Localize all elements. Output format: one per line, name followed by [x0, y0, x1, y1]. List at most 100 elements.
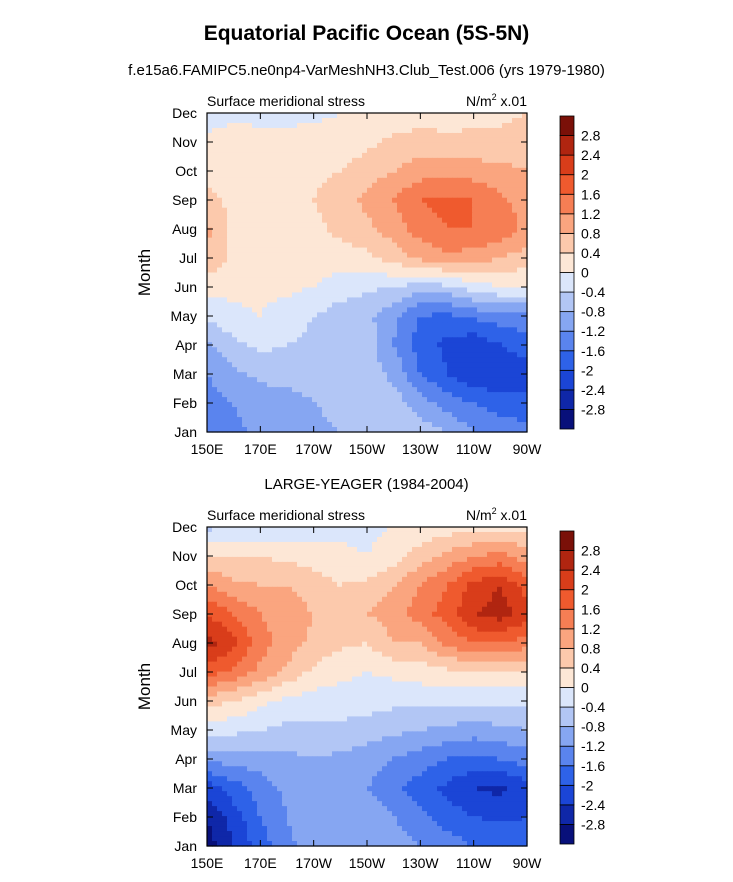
contour-cell	[212, 317, 218, 323]
colorbar-box	[559, 154, 575, 176]
contour-cell	[427, 342, 433, 348]
contour-cell	[227, 222, 233, 229]
contour-cell	[407, 551, 413, 558]
contour-cell	[497, 192, 503, 199]
contour-cell	[352, 127, 358, 134]
contour-cell	[502, 571, 508, 578]
contour-cell	[467, 152, 473, 159]
contour-cell	[437, 122, 443, 129]
contour-cell	[362, 262, 368, 269]
contour-cell	[462, 162, 468, 169]
contour-cell	[377, 267, 383, 274]
contour-cell	[442, 287, 448, 294]
contour-cell	[307, 182, 313, 189]
contour-cell	[222, 586, 228, 593]
figure-subtitle: f.e15a6.FAMIPC5.ne0np4-VarMeshNH3.Club_T…	[128, 62, 605, 79]
contour-cell	[262, 167, 268, 174]
contour-cell	[482, 362, 488, 368]
contour-cell	[397, 357, 403, 363]
contour-cell	[237, 586, 243, 593]
contour-cell	[487, 412, 493, 418]
contour-cell	[267, 127, 273, 134]
contour-cell	[302, 142, 308, 149]
contour-cell	[252, 576, 258, 583]
contour-cell	[372, 546, 378, 553]
contour-cell	[372, 317, 378, 323]
contour-cell	[397, 347, 403, 353]
contour-cell	[492, 192, 498, 199]
contour-cell	[482, 113, 488, 119]
contour-cell	[447, 242, 453, 249]
contour-cell	[332, 302, 338, 308]
contour-cell	[212, 222, 218, 229]
contour-cell	[212, 167, 218, 174]
contour-cell	[267, 152, 273, 159]
contour-cell	[452, 157, 458, 164]
contour-cell	[462, 332, 468, 338]
contour-cell	[267, 192, 273, 199]
contour-cell	[407, 397, 413, 403]
contour-cell	[357, 207, 363, 214]
contour-cell	[392, 122, 398, 129]
contour-cell	[502, 192, 508, 199]
contour-cell	[317, 382, 323, 388]
contour-cell	[277, 252, 283, 259]
contour-cell	[282, 192, 288, 199]
contour-cell	[252, 142, 258, 149]
contour-cell	[447, 566, 453, 573]
contour-cell	[257, 207, 263, 214]
contour-cell	[342, 302, 348, 308]
contour-cell	[452, 407, 458, 413]
contour-cell	[407, 157, 413, 164]
contour-cell	[307, 232, 313, 239]
contour-field	[207, 527, 528, 847]
contour-cell	[357, 417, 363, 423]
contour-cell	[397, 132, 403, 139]
contour-cell	[332, 272, 338, 279]
contour-cell	[362, 142, 368, 149]
contour-cell	[362, 332, 368, 338]
contour-cell	[382, 197, 388, 204]
contour-cell	[522, 387, 528, 393]
contour-cell	[482, 546, 488, 553]
contour-cell	[392, 187, 398, 194]
contour-cell	[497, 177, 503, 184]
contour-cell	[287, 122, 293, 129]
contour-cell	[332, 132, 338, 139]
contour-cell	[252, 307, 258, 313]
contour-cell	[362, 427, 368, 433]
contour-cell	[462, 217, 468, 224]
contour-cell	[262, 297, 268, 303]
contour-cell	[242, 422, 248, 428]
contour-cell	[442, 217, 448, 224]
contour-cell	[322, 531, 328, 538]
contour-cell	[457, 397, 463, 403]
contour-cell	[477, 541, 483, 548]
contour-cell	[282, 332, 288, 338]
contour-cell	[297, 202, 303, 209]
contour-cell	[262, 327, 268, 333]
contour-cell	[327, 347, 333, 353]
contour-cell	[477, 561, 483, 568]
contour-cell	[267, 427, 273, 433]
contour-cell	[522, 372, 528, 378]
contour-cell	[517, 167, 523, 174]
contour-cell	[392, 247, 398, 254]
contour-cell	[432, 561, 438, 568]
contour-cell	[377, 322, 383, 328]
contour-cell	[307, 252, 313, 259]
contour-cell	[472, 217, 478, 224]
contour-cell	[272, 377, 278, 383]
contour-cell	[307, 347, 313, 353]
contour-cell	[267, 113, 273, 119]
contour-cell	[432, 147, 438, 154]
contour-cell	[472, 551, 478, 558]
contour-cell	[517, 541, 523, 548]
contour-cell	[307, 197, 313, 204]
contour-cell	[452, 322, 458, 328]
contour-cell	[402, 566, 408, 573]
contour-cell	[367, 362, 373, 368]
contour-cell	[442, 566, 448, 573]
contour-cell	[357, 262, 363, 269]
contour-cell	[432, 292, 438, 299]
